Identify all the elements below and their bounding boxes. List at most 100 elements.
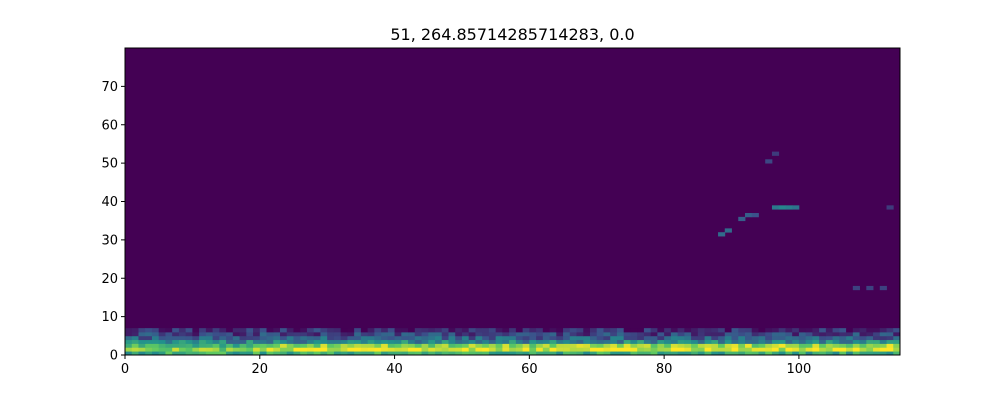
- y-tick-label: 50: [101, 157, 118, 172]
- heatmap-cell: [832, 347, 840, 352]
- heatmap-cell: [630, 347, 638, 352]
- heatmap-cell: [549, 331, 557, 337]
- heatmap-cell: [320, 351, 328, 356]
- heatmap-cell: [745, 351, 753, 356]
- heatmap-cell: [178, 328, 187, 333]
- heatmap-cell: [603, 347, 611, 352]
- heatmap-cell: [711, 335, 719, 341]
- heatmap-cell: [583, 347, 591, 352]
- y-tick-label: 10: [101, 310, 118, 325]
- heatmap-cell: [691, 347, 699, 352]
- heatmap-cell: [354, 339, 362, 344]
- heatmap-cell: [798, 328, 807, 333]
- heatmap-cell: [367, 339, 375, 344]
- heatmap-cell: [603, 343, 611, 348]
- heatmap-cell: [819, 328, 827, 333]
- heatmap-cell: [771, 151, 780, 156]
- heatmap-cell: [280, 328, 288, 333]
- heatmap-cell: [879, 339, 887, 344]
- heatmap-cell: [758, 343, 766, 348]
- heatmap-cell: [563, 331, 571, 337]
- heatmap-cell: [354, 335, 362, 341]
- heatmap-cell: [441, 351, 449, 356]
- heatmap-cell: [360, 343, 369, 348]
- heatmap-cell: [670, 335, 679, 341]
- heatmap-cell: [374, 328, 382, 333]
- heatmap-cell: [408, 335, 416, 341]
- heatmap-cell: [185, 335, 193, 341]
- heatmap-cell: [583, 331, 591, 337]
- heatmap-cell: [212, 351, 220, 356]
- heatmap-cell: [306, 351, 315, 356]
- heatmap-cell: [394, 331, 402, 337]
- heatmap-cell: [327, 351, 335, 356]
- heatmap-cell: [360, 328, 369, 333]
- heatmap-cell: [590, 339, 598, 344]
- heatmap-cell: [657, 347, 665, 352]
- heatmap-cell: [846, 339, 854, 344]
- heatmap-cell: [792, 351, 800, 356]
- heatmap-cell: [751, 335, 759, 341]
- heatmap-cell: [866, 285, 874, 291]
- heatmap-cell: [812, 328, 820, 333]
- heatmap-cell: [886, 328, 894, 333]
- heatmap-cell: [691, 351, 699, 356]
- heatmap-cell: [771, 343, 780, 348]
- heatmap-cell: [502, 328, 510, 333]
- heatmap-cell: [387, 331, 395, 337]
- heatmap-cell: [630, 328, 638, 333]
- heatmap-cell: [590, 347, 598, 352]
- heatmap-cell: [138, 347, 146, 352]
- heatmap-cell: [475, 331, 483, 337]
- heatmap-cell: [515, 335, 524, 341]
- heatmap-cell: [805, 331, 813, 337]
- heatmap-cell: [495, 335, 503, 341]
- heatmap-cell: [125, 351, 133, 356]
- heatmap-cell: [556, 351, 564, 356]
- heatmap-cell: [731, 343, 739, 348]
- heatmap-cell: [273, 335, 281, 341]
- heatmap-cell: [360, 351, 369, 356]
- heatmap-cell: [704, 335, 712, 341]
- heatmap-cell: [408, 347, 416, 352]
- heatmap-cell: [320, 335, 328, 341]
- heatmap-cell: [286, 335, 294, 341]
- heatmap-cell: [590, 343, 598, 348]
- heatmap-cell: [509, 335, 517, 341]
- heatmap-cell: [219, 331, 227, 337]
- heatmap-cell: [731, 335, 739, 341]
- heatmap-cell: [765, 339, 773, 344]
- heatmap-cell: [718, 328, 726, 333]
- heatmap-cell: [529, 339, 537, 344]
- heatmap-cell: [192, 343, 200, 348]
- heatmap-cell: [623, 331, 631, 337]
- heatmap-cell: [253, 331, 261, 337]
- heatmap-cell: [657, 351, 665, 356]
- heatmap-cell: [691, 339, 699, 344]
- heatmap-cell: [421, 339, 429, 344]
- heatmap-cell: [205, 339, 214, 344]
- heatmap-cell: [441, 335, 449, 341]
- heatmap-cell: [745, 213, 753, 218]
- heatmap-cell: [266, 328, 274, 333]
- heatmap-cell: [354, 328, 362, 333]
- heatmap-cell: [226, 347, 234, 352]
- heatmap-cell: [306, 339, 315, 344]
- heatmap-cell: [610, 351, 618, 356]
- heatmap-cell: [643, 347, 652, 352]
- heatmap-cell: [509, 339, 517, 344]
- heatmap-cell: [616, 328, 625, 333]
- heatmap-cell: [758, 339, 766, 344]
- heatmap-cell: [515, 351, 524, 356]
- heatmap-cell: [549, 335, 557, 341]
- heatmap-cell: [643, 331, 652, 337]
- heatmap-cell: [664, 328, 672, 333]
- heatmap-cell: [125, 331, 133, 337]
- heatmap-cell: [172, 351, 180, 356]
- heatmap-cell: [381, 339, 389, 344]
- heatmap-cell: [313, 328, 321, 333]
- heatmap-cell: [583, 339, 591, 344]
- heatmap-cell: [542, 335, 550, 341]
- heatmap-cell: [751, 343, 759, 348]
